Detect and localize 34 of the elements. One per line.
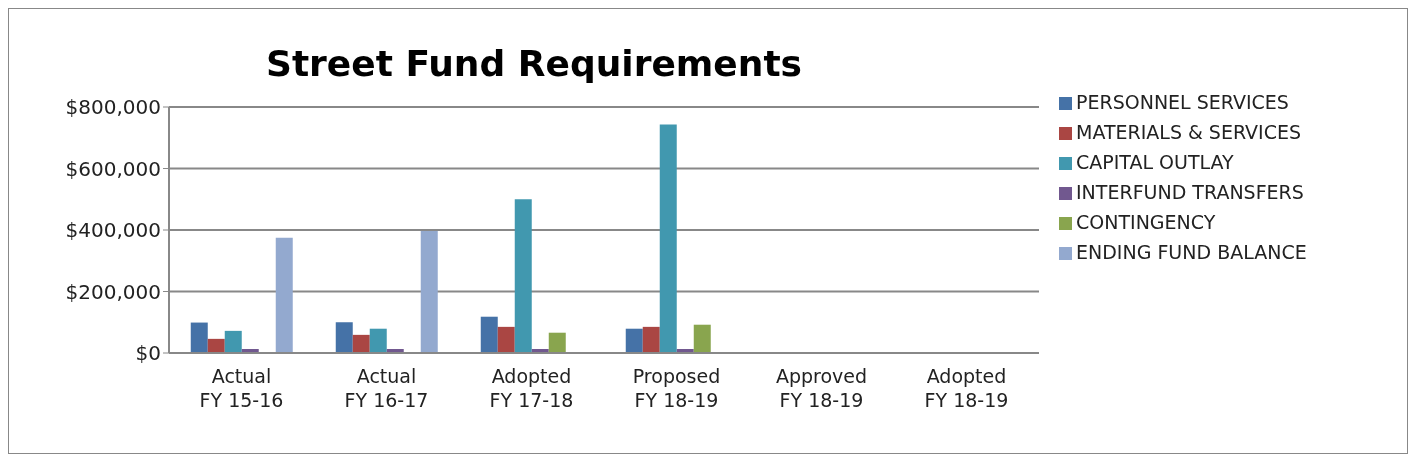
bar (224, 330, 242, 353)
legend-label: ENDING FUND BALANCE (1076, 241, 1307, 263)
y-tick-label: $600,000 (65, 156, 161, 181)
x-tick-label: Adopted FY 17-18 (489, 365, 574, 411)
bar (480, 316, 498, 353)
bar (207, 338, 225, 353)
bar (693, 324, 711, 353)
x-tick-label: Actual FY 16-17 (344, 365, 429, 411)
bar (190, 322, 208, 353)
x-tick-label: Approved FY 18-19 (775, 365, 868, 411)
legend-label: PERSONNEL SERVICES (1076, 91, 1289, 113)
bar (659, 124, 677, 353)
bar (497, 326, 515, 353)
chart-title: Street Fund Requirements (265, 43, 803, 84)
y-tick-label: $200,000 (65, 279, 161, 304)
bar (642, 326, 660, 353)
x-tick-label: Proposed FY 18-19 (632, 365, 721, 411)
bar (548, 332, 566, 353)
y-tick-label: $400,000 (65, 218, 161, 243)
legend-label: MATERIALS & SERVICES (1076, 121, 1302, 143)
bar (625, 328, 643, 353)
bar (275, 237, 293, 353)
legend-label: INTERFUND TRANSFERS (1076, 181, 1304, 203)
bar (514, 199, 532, 353)
y-tick-label: $0 (135, 341, 161, 366)
bar (352, 334, 370, 353)
legend-label: CAPITAL OUTLAY (1076, 151, 1234, 173)
bar (420, 230, 438, 353)
y-tick-label: $800,000 (65, 95, 161, 120)
x-tick-label: Adopted FY 18-19 (924, 365, 1009, 411)
x-tick-label: Actual FY 15-16 (199, 365, 284, 411)
legend-label: CONTINGENCY (1076, 211, 1216, 233)
bar (335, 322, 353, 353)
bar (369, 328, 387, 353)
